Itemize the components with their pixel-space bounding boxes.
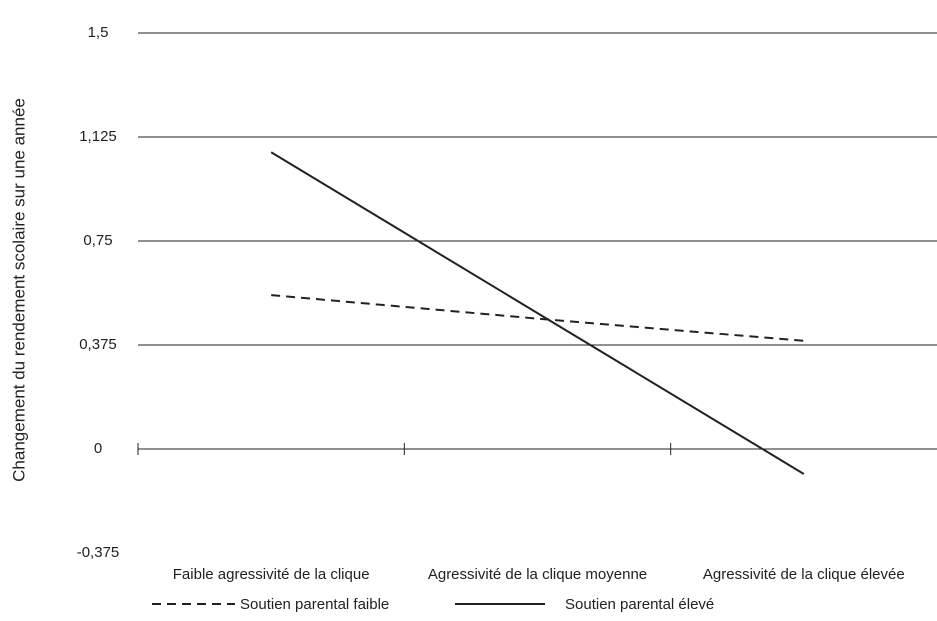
- y-tick-label: 1,5: [88, 24, 109, 41]
- legend-label: Soutien parental faible: [240, 596, 389, 613]
- series-line: [270, 151, 805, 475]
- x-tick-label: Agressivité de la clique élevée: [703, 566, 905, 583]
- series-line: [271, 294, 804, 342]
- y-tick-label: 1,125: [79, 128, 117, 145]
- y-tick-label: 0: [94, 440, 102, 457]
- y-axis-label: Changement du rendement scolaire sur une…: [9, 98, 28, 482]
- y-tick-label: 0,75: [83, 232, 112, 249]
- x-tick-label: Faible agressivité de la clique: [173, 566, 370, 583]
- y-tick-label: 0,375: [79, 336, 117, 353]
- y-tick-label: -0,375: [77, 544, 120, 561]
- x-tick-label: Agressivité de la clique moyenne: [428, 566, 647, 583]
- legend-label: Soutien parental élevé: [565, 596, 714, 613]
